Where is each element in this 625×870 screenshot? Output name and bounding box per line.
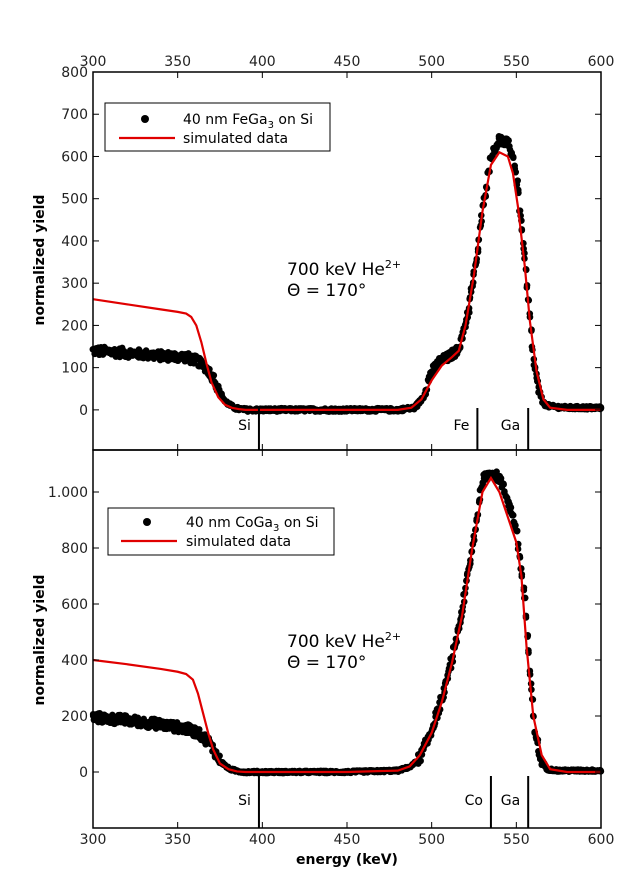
bottom-element-marker-label: Co bbox=[465, 793, 483, 809]
top-y-tick-label: 400 bbox=[61, 234, 88, 250]
top-legend-frame bbox=[104, 102, 331, 152]
top-y-tick-label: 100 bbox=[61, 361, 88, 377]
bottom-simulated-line bbox=[92, 475, 601, 774]
bottom-data-point bbox=[513, 527, 521, 535]
bottom-y-tick-label: 600 bbox=[61, 597, 88, 613]
top-element-marker-label: Si bbox=[238, 418, 251, 434]
top-y-tick-label: 800 bbox=[61, 65, 88, 81]
top-simulated-line bbox=[92, 150, 601, 411]
bottom-y-tick-label: 1.000 bbox=[48, 485, 88, 501]
top-y-tick-label: 200 bbox=[61, 318, 88, 334]
top-x-tick-label: 500 bbox=[418, 54, 445, 70]
top-element-markers: Si Fe Ga bbox=[238, 408, 530, 450]
bottom-x-tick-label: 450 bbox=[334, 832, 361, 848]
top-legend-dot-marker bbox=[141, 115, 149, 123]
bottom-legend-simulated-label: simulated data bbox=[186, 534, 291, 550]
bottom-y-ticks: 0 200 400 600 800 1.000 bbox=[48, 485, 601, 781]
bottom-data-point bbox=[509, 511, 517, 519]
bottom-annotation-angle: Θ = 170° bbox=[287, 653, 366, 673]
top-x-tick-label: 600 bbox=[588, 54, 615, 70]
top-data-point bbox=[509, 154, 517, 162]
bottom-element-markers: Si Co Ga bbox=[238, 776, 530, 828]
bottom-legend-measured-label: 40 nm CoGa3 on Si bbox=[186, 515, 319, 534]
top-y-axis-title: normalized yield bbox=[32, 195, 48, 326]
bottom-data-point bbox=[417, 757, 424, 765]
bottom-x-tick-label: 600 bbox=[588, 832, 615, 848]
top-legend-measured-label: 40 nm FeGa3 on Si bbox=[183, 112, 313, 131]
bottom-x-tick-label: 300 bbox=[80, 832, 107, 848]
top-x-tick-label: 550 bbox=[503, 54, 530, 70]
top-y-tick-label: 600 bbox=[61, 149, 88, 165]
bottom-legend: 40 nm CoGa3 on Si simulated data bbox=[107, 507, 335, 556]
top-x-tick-label: 400 bbox=[249, 54, 276, 70]
top-data-point bbox=[505, 137, 512, 144]
bottom-y-tick-label: 200 bbox=[61, 709, 88, 725]
bottom-x-ticks: 300 350 400 450 500 550 600 bbox=[80, 450, 615, 848]
x-axis-title: energy (keV) bbox=[296, 852, 398, 868]
top-legend-simulated-label: simulated data bbox=[183, 131, 288, 147]
bottom-x-tick-label: 350 bbox=[164, 832, 191, 848]
top-element-marker-label: Ga bbox=[501, 418, 520, 434]
bottom-y-tick-label: 800 bbox=[61, 541, 88, 557]
top-element-marker-label: Fe bbox=[453, 418, 469, 434]
bottom-x-tick-label: 400 bbox=[249, 832, 276, 848]
bottom-panel: 300 350 400 450 500 550 600 0 200 400 600 800 1.000… bbox=[32, 449, 615, 848]
top-x-tick-label: 450 bbox=[334, 54, 361, 70]
top-annotation: 700 keV He2+ Θ = 170° bbox=[287, 258, 401, 301]
top-annotation-angle: Θ = 170° bbox=[287, 281, 366, 301]
top-y-tick-label: 0 bbox=[79, 403, 88, 419]
top-data-point bbox=[511, 162, 519, 170]
top-y-tick-label: 700 bbox=[61, 107, 88, 123]
bottom-x-tick-label: 550 bbox=[503, 832, 530, 848]
top-annotation-beam: 700 keV He2+ bbox=[287, 258, 401, 280]
top-x-tick-label: 350 bbox=[164, 54, 191, 70]
top-legend: 40 nm FeGa3 on Si simulated data bbox=[104, 102, 331, 152]
bottom-y-axis-title: normalized yield bbox=[32, 575, 48, 706]
top-data-point bbox=[210, 372, 218, 379]
bottom-data-point bbox=[195, 726, 203, 733]
bottom-data-point bbox=[512, 522, 519, 529]
top-y-tick-label: 300 bbox=[61, 276, 88, 292]
top-panel: 300 350 400 450 500 550 600 0 100 200 300 400 500 60… bbox=[32, 54, 615, 451]
top-x-ticks: 300 350 400 450 500 550 600 bbox=[80, 54, 615, 450]
bottom-element-marker-label: Ga bbox=[501, 793, 520, 809]
bottom-y-tick-label: 400 bbox=[61, 653, 88, 669]
bottom-legend-frame bbox=[107, 507, 335, 556]
bottom-data-point bbox=[500, 481, 507, 488]
bottom-y-tick-label: 0 bbox=[79, 765, 88, 781]
top-y-ticks: 0 100 200 300 400 500 600 700 800 bbox=[61, 65, 601, 419]
bottom-annotation-beam: 700 keV He2+ bbox=[287, 630, 401, 652]
bottom-legend-dot-marker bbox=[143, 518, 151, 526]
top-x-tick-label: 300 bbox=[80, 54, 107, 70]
bottom-element-marker-label: Si bbox=[238, 793, 251, 809]
bottom-x-tick-label: 500 bbox=[418, 832, 445, 848]
bottom-annotation: 700 keV He2+ Θ = 170° bbox=[287, 630, 401, 673]
top-y-tick-label: 500 bbox=[61, 192, 88, 208]
